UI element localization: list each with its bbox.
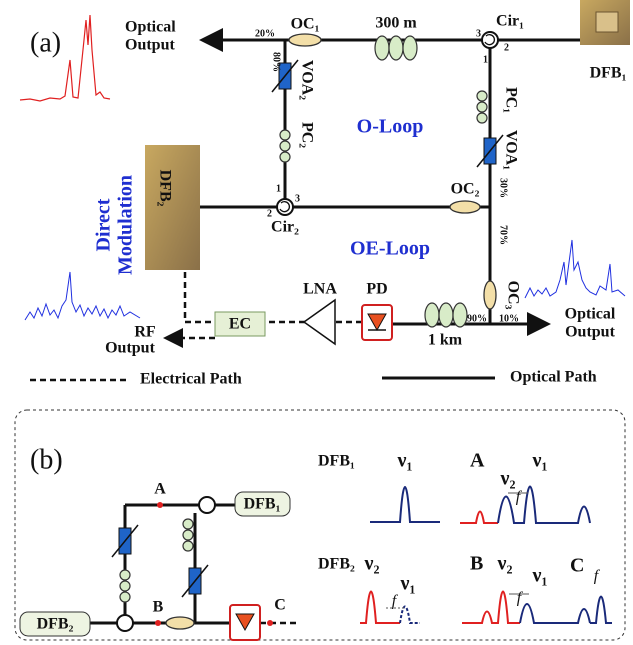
component-label: PC₂ xyxy=(298,122,315,148)
output-label: Optical xyxy=(565,306,616,323)
port-label: 1 xyxy=(276,183,281,194)
output-label: Optical xyxy=(125,19,176,36)
component-label: DFB₁ xyxy=(590,65,627,82)
output-label: Output xyxy=(565,324,615,341)
coupler xyxy=(484,281,496,309)
spectrum xyxy=(370,487,440,522)
polarization-controller xyxy=(280,130,290,162)
component-label: Cir₂ xyxy=(271,219,299,236)
frequency-label: ν₂ xyxy=(497,553,513,575)
frequency-label: ν₁ xyxy=(532,565,548,587)
component-label: DFB₁ xyxy=(244,496,281,513)
spectrum xyxy=(520,604,590,623)
loop-label: O-Loop xyxy=(357,116,424,138)
spectrum-title: A xyxy=(470,450,485,472)
fiber-label: 300 m xyxy=(375,15,417,32)
component-label: PD xyxy=(366,281,387,298)
frequency-label: f xyxy=(392,593,399,610)
frequency-label: ν₁ xyxy=(400,573,416,595)
component-label: OC₂ xyxy=(451,181,480,198)
component-label: OC₃ xyxy=(504,281,521,310)
figure: (a) Optical Output OC₁ 20% 80% 300 m Cir… xyxy=(0,0,633,645)
fiber-label: 1 km xyxy=(428,332,463,349)
component-label: EC xyxy=(229,316,251,333)
polarization-controller xyxy=(477,91,487,123)
polarization-controller xyxy=(183,519,193,551)
probe-point xyxy=(157,502,163,508)
frequency-label: ν₂ xyxy=(500,468,516,490)
ratio-label: 70% xyxy=(498,225,509,245)
spectrum xyxy=(462,592,520,624)
loop-label: OE-Loop xyxy=(350,238,430,260)
output-label: Output xyxy=(105,340,155,357)
spectrum-rf xyxy=(25,272,140,320)
point-label: B xyxy=(153,599,164,616)
spectrum-blue xyxy=(525,240,625,298)
point-label: A xyxy=(154,481,166,498)
spectrum xyxy=(460,512,498,524)
spectrum xyxy=(590,597,612,624)
ratio-label: 80% xyxy=(271,52,282,72)
frequency-label: f xyxy=(517,590,524,607)
probe-point xyxy=(267,620,273,626)
circulator xyxy=(199,497,215,513)
component-label: OC₁ xyxy=(291,16,320,33)
frequency-label: f xyxy=(594,568,601,585)
component-label: VOA₂ xyxy=(298,60,315,100)
ratio-label: 90% xyxy=(467,313,487,324)
output-label: RF xyxy=(134,324,156,341)
frequency-label: ν₁ xyxy=(397,450,413,472)
coupler xyxy=(289,34,321,46)
point-label: C xyxy=(274,597,286,614)
ratio-label: 10% xyxy=(499,313,519,324)
frequency-label: ν₂ xyxy=(364,553,380,575)
coupler xyxy=(166,617,194,629)
modulation-label: Direct xyxy=(93,198,115,251)
fiber-coil xyxy=(425,303,467,327)
legend-label: Electrical Path xyxy=(140,371,242,388)
port-label: 2 xyxy=(504,42,509,53)
panel-frame xyxy=(15,410,625,640)
dfb2-chip xyxy=(145,145,200,270)
spectrum-title: DFB₂ xyxy=(318,556,355,573)
frequency-label: f xyxy=(516,489,523,506)
component-label: VOA₁ xyxy=(502,130,519,170)
legend-label: Optical Path xyxy=(510,369,597,386)
port-label: 2 xyxy=(267,208,272,219)
component-label: DFB₂ xyxy=(37,616,74,633)
modulation-label: Modulation xyxy=(115,175,137,275)
panel-a: (a) Optical Output OC₁ 20% 80% 300 m Cir… xyxy=(20,0,630,388)
panel-label: (b) xyxy=(30,444,63,475)
port-label: 3 xyxy=(476,28,481,39)
component-label: DFB₂ xyxy=(156,170,173,207)
component-label: LNA xyxy=(303,281,337,298)
component-label: Cir₁ xyxy=(496,13,524,30)
coupler xyxy=(450,201,480,213)
spectrum-title: B xyxy=(470,553,483,575)
panel-b: (b) A B C DFB₁ DFB₂ DFB₁ ν₁ A ν₂ ν₁ f DF… xyxy=(15,410,625,640)
output-label: Output xyxy=(125,37,175,54)
circulator xyxy=(117,615,133,631)
polarization-controller xyxy=(120,570,130,602)
port-label: 3 xyxy=(295,193,300,204)
probe-point xyxy=(155,620,161,626)
component-label: PC₁ xyxy=(502,87,519,113)
amplifier xyxy=(304,300,335,344)
ratio-label: 30% xyxy=(498,178,509,198)
spectrum-title: DFB₁ xyxy=(318,453,355,470)
fiber-coil xyxy=(375,36,417,60)
spectrum xyxy=(400,607,420,624)
spectrum-title: C xyxy=(570,555,584,577)
spectrum xyxy=(498,487,590,524)
port-label: 1 xyxy=(483,54,488,65)
panel-label: (a) xyxy=(30,27,61,58)
ratio-label: 20% xyxy=(255,28,275,39)
frequency-label: ν₁ xyxy=(532,450,548,472)
